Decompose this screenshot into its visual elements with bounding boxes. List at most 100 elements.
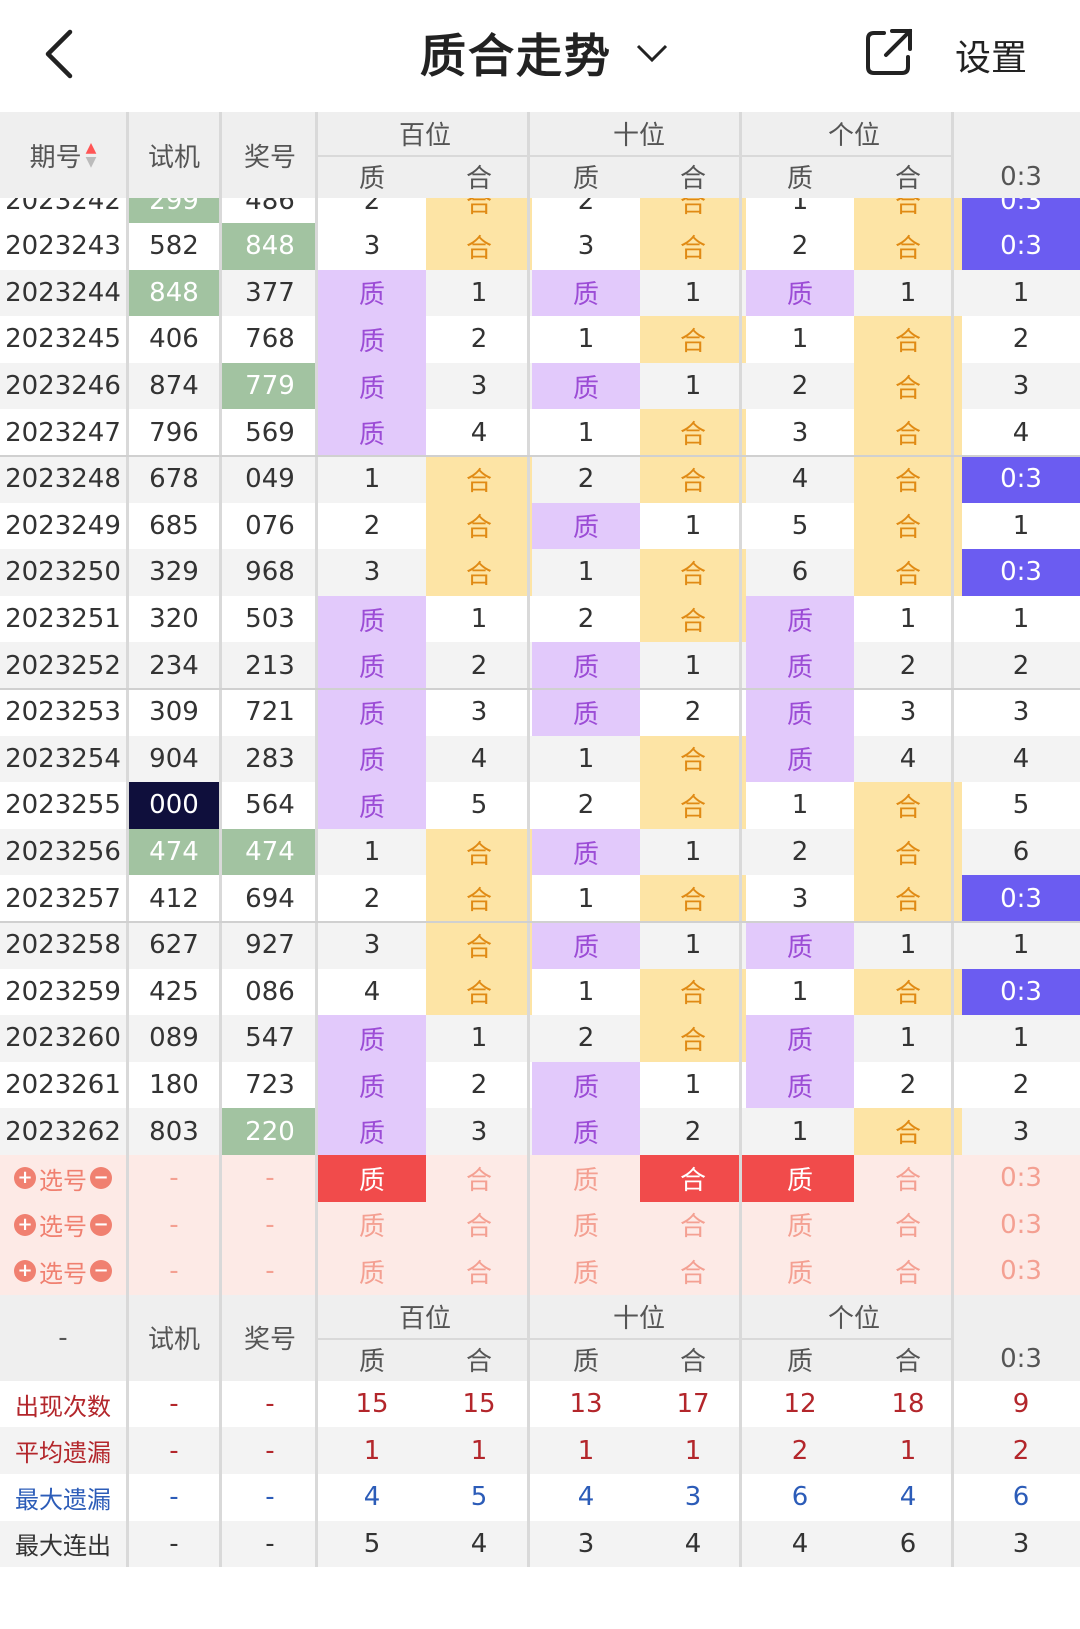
remove-icon[interactable]: − bbox=[90, 1167, 112, 1190]
back-arrow-icon[interactable] bbox=[36, 24, 84, 84]
trend-cell: 质 bbox=[318, 1061, 426, 1109]
trend-cell: 3 bbox=[470, 371, 488, 402]
remove-icon[interactable]: − bbox=[90, 1260, 112, 1283]
trend-cell: 合 bbox=[854, 782, 962, 829]
table-row: 2023245 406 768 质 2 1 合 1 合 2 bbox=[0, 316, 1080, 363]
ratio-cell: 1 bbox=[1012, 277, 1030, 308]
stats-label: 最大连出 bbox=[15, 1532, 111, 1561]
select-option[interactable]: 合 bbox=[894, 1165, 921, 1196]
select-option[interactable]: 合 bbox=[465, 1212, 492, 1243]
select-option[interactable]: 质 bbox=[318, 1155, 426, 1202]
column-period-sort[interactable]: 期号 ▲ ▼ bbox=[0, 112, 126, 198]
footer-dash: - bbox=[58, 1322, 68, 1353]
column-shiji: 试机 bbox=[147, 142, 200, 173]
trend-cell: 合 bbox=[854, 968, 962, 1016]
select-option[interactable]: 质 bbox=[572, 1165, 599, 1196]
settings-button[interactable]: 设置 bbox=[955, 38, 1028, 79]
ratio-cell: 6 bbox=[1012, 837, 1030, 868]
select-option[interactable]: 质 bbox=[358, 1212, 385, 1243]
shiji-cell: 848 bbox=[126, 269, 222, 317]
select-option[interactable]: 质 bbox=[786, 1258, 813, 1289]
trend-cell: 合 bbox=[854, 1108, 962, 1155]
stats-value: 3 bbox=[1012, 1528, 1030, 1559]
select-option[interactable]: 质 bbox=[572, 1258, 599, 1289]
add-icon[interactable]: + bbox=[14, 1260, 36, 1283]
select-row: + 选号 − - - 质 合 质 合 质 合 0:3 bbox=[0, 1248, 1080, 1295]
trend-cell: 质 bbox=[746, 1061, 854, 1109]
ratio-cell: 2 bbox=[1012, 1070, 1030, 1101]
period-cell: 2023259 bbox=[5, 976, 121, 1007]
stats-row: 平均遗漏 - - 1 1 1 1 2 1 2 bbox=[0, 1427, 1080, 1474]
stats-value: - bbox=[169, 1482, 179, 1513]
trend-cell: 质 bbox=[318, 735, 426, 783]
shiji-cell: 412 bbox=[149, 883, 199, 914]
shiji-cell: 180 bbox=[149, 1070, 199, 1101]
trend-cell: 合 bbox=[854, 502, 962, 550]
select-option[interactable]: 质 bbox=[358, 1258, 385, 1289]
footer-group-2: 个位 bbox=[827, 1303, 880, 1334]
trend-cell: 2 bbox=[899, 1070, 917, 1101]
select-option[interactable]: 合 bbox=[894, 1212, 921, 1243]
share-icon[interactable] bbox=[862, 25, 916, 79]
page-title[interactable]: 质合走势 bbox=[420, 29, 612, 83]
column-divider bbox=[126, 112, 129, 1568]
table-row: 2023254 904 283 质 4 1 合质 4 4 bbox=[0, 735, 1080, 783]
trend-cell: 合 bbox=[640, 223, 746, 270]
stats-value: - bbox=[265, 1528, 275, 1559]
add-icon[interactable]: + bbox=[14, 1213, 36, 1236]
stats-value: 12 bbox=[783, 1389, 817, 1420]
ratio-cell: 0:3 bbox=[962, 968, 1080, 1016]
select-option[interactable]: 质 bbox=[746, 1155, 854, 1202]
trend-cell: 1 bbox=[577, 976, 595, 1007]
trend-cell: 3 bbox=[363, 557, 381, 588]
partial-cell: 299 bbox=[126, 198, 222, 224]
ratio-cell: 1 bbox=[1012, 510, 1030, 541]
trend-cell: 1 bbox=[577, 417, 595, 448]
sub-he: 合 bbox=[679, 164, 706, 194]
trend-cell: 5 bbox=[470, 790, 488, 821]
trend-cell: 2 bbox=[470, 1070, 488, 1101]
select-option[interactable]: 0:3 bbox=[1000, 1209, 1042, 1240]
jianghao-cell: 049 bbox=[245, 464, 295, 495]
sub-zhi: 质 bbox=[786, 164, 813, 194]
sub-zhi: 质 bbox=[572, 164, 599, 194]
stats-row: 最大连出 - - 5 4 3 4 4 6 3 bbox=[0, 1520, 1080, 1568]
select-option[interactable]: 合 bbox=[465, 1165, 492, 1196]
trend-cell: 1 bbox=[470, 1023, 488, 1054]
ratio-cell: 0:3 bbox=[962, 223, 1080, 270]
trend-cell: 合 bbox=[640, 735, 746, 783]
chevron-down-icon[interactable] bbox=[632, 38, 672, 68]
ratio-cell: 2 bbox=[1012, 324, 1030, 355]
trend-cell: 合 bbox=[854, 456, 962, 503]
partial-cell: 合 bbox=[854, 198, 962, 224]
ratio-cell: 4 bbox=[1012, 743, 1030, 774]
trend-cell: 质 bbox=[318, 269, 426, 317]
select-option[interactable]: 质 bbox=[572, 1212, 599, 1243]
table-row: 2023257 412 694 2 合 1 合 3 合 0:3 bbox=[0, 875, 1080, 922]
period-cell: 2023248 bbox=[5, 464, 121, 495]
trend-cell: 质 bbox=[532, 689, 640, 736]
trend-cell: 质 bbox=[746, 1015, 854, 1062]
table-row: 2023255 000 564 质 5 2 合 1 合 5 bbox=[0, 782, 1080, 829]
table-row: 2023259 425 086 4 合 1 合 1 合 0:3 bbox=[0, 968, 1080, 1016]
remove-icon[interactable]: − bbox=[90, 1213, 112, 1236]
footer-sub-he: 合 bbox=[679, 1346, 706, 1377]
select-option[interactable]: 0:3 bbox=[1000, 1163, 1042, 1194]
select-option[interactable]: 合 bbox=[679, 1212, 706, 1243]
trend-cell: 1 bbox=[899, 930, 917, 961]
select-option[interactable]: 质 bbox=[786, 1212, 813, 1243]
trend-cell: 2 bbox=[470, 650, 488, 681]
add-icon[interactable]: + bbox=[14, 1167, 36, 1190]
shiji-cell: 874 bbox=[149, 371, 199, 402]
ratio-cell: 0:3 bbox=[962, 875, 1080, 922]
select-option[interactable]: 合 bbox=[679, 1258, 706, 1289]
select-option[interactable]: 合 bbox=[465, 1258, 492, 1289]
trend-cell: 合 bbox=[426, 456, 532, 503]
select-option[interactable]: 0:3 bbox=[1000, 1256, 1042, 1287]
trend-cell: 3 bbox=[791, 417, 809, 448]
trend-cell: 1 bbox=[791, 976, 809, 1007]
select-option[interactable]: 合 bbox=[640, 1155, 746, 1202]
select-option[interactable]: 合 bbox=[894, 1258, 921, 1289]
shiji-cell: 000 bbox=[126, 782, 222, 829]
shiji-cell: 234 bbox=[149, 650, 199, 681]
